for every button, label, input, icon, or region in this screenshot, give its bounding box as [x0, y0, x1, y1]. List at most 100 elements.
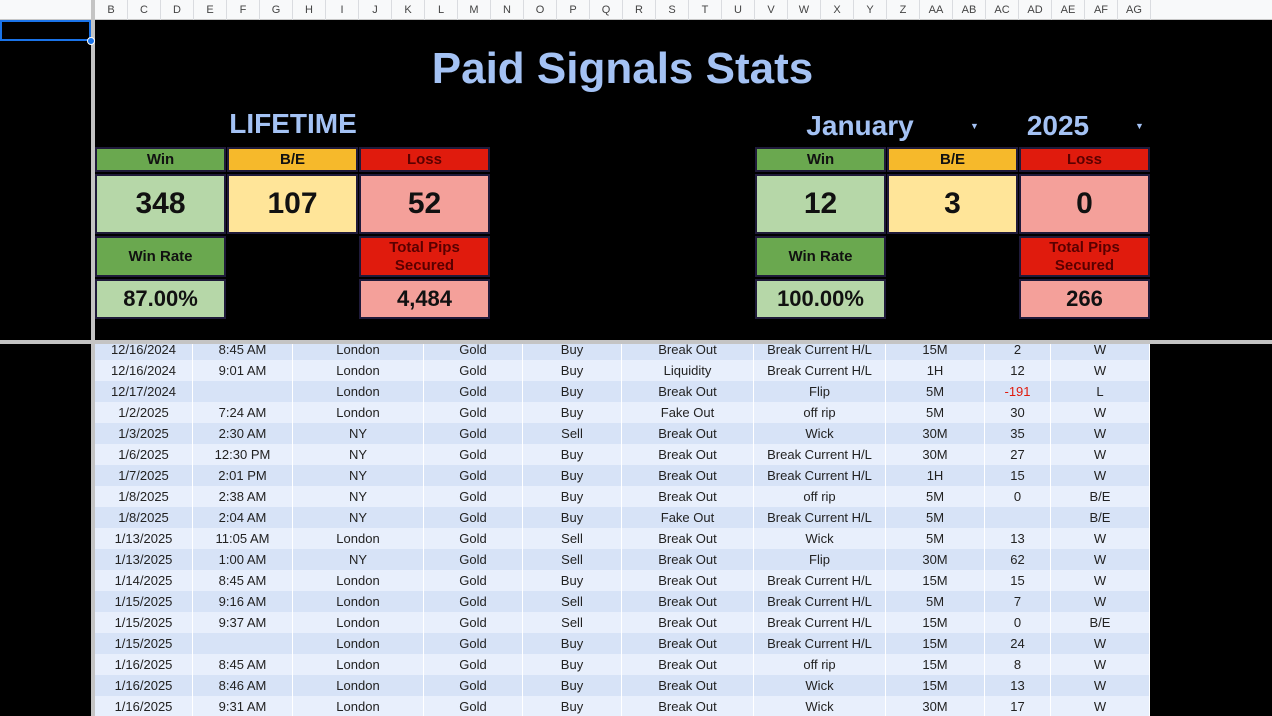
column-header[interactable]: AE — [1052, 0, 1085, 20]
table-cell: 15M — [886, 570, 985, 591]
column-header[interactable]: J — [359, 0, 392, 20]
table-cell: 0 — [985, 612, 1051, 633]
table-row: 1/15/2025 London Gold Buy Break Out Break Cur… — [95, 633, 1150, 654]
column-header[interactable]: AC — [986, 0, 1019, 20]
table-cell: Wick — [754, 423, 886, 444]
table-cell: W — [1051, 528, 1150, 549]
stat-value: 107 — [227, 174, 358, 234]
column-header[interactable]: G — [260, 0, 293, 20]
table-cell: Flip — [754, 381, 886, 402]
column-header[interactable]: Z — [887, 0, 920, 20]
column-header[interactable]: E — [194, 0, 227, 20]
selected-cell[interactable] — [0, 20, 91, 41]
table-cell: Break Out — [622, 591, 754, 612]
table-cell: Break Out — [622, 549, 754, 570]
column-header[interactable]: D — [161, 0, 194, 20]
table-cell: 1/8/2025 — [95, 486, 193, 507]
column-header[interactable]: N — [491, 0, 524, 20]
table-cell: 8 — [985, 654, 1051, 675]
column-header[interactable]: Y — [854, 0, 887, 20]
column-header[interactable]: M — [458, 0, 491, 20]
column-header[interactable]: R — [623, 0, 656, 20]
table-cell: B/E — [1051, 612, 1150, 633]
stat-value: 4,484 — [359, 279, 490, 319]
table-cell: Gold — [424, 344, 523, 360]
table-cell: Gold — [424, 654, 523, 675]
table-cell: London — [293, 654, 424, 675]
table-cell: 1/15/2025 — [95, 633, 193, 654]
table-cell: 5M — [886, 402, 985, 423]
column-header[interactable]: S — [656, 0, 689, 20]
column-header[interactable]: P — [557, 0, 590, 20]
table-cell: Break Out — [622, 381, 754, 402]
stat-header: Total Pips Secured — [1019, 236, 1150, 277]
table-cell: Break Out — [622, 675, 754, 696]
table-cell: 1/8/2025 — [95, 507, 193, 528]
table-cell: Gold — [424, 633, 523, 654]
table-row: 1/15/2025 9:37 AM London Gold Sell Break Out B… — [95, 612, 1150, 633]
column-header[interactable]: W — [788, 0, 821, 20]
table-row: 1/13/2025 1:00 AM NY Gold Sell Break Out Flip 3… — [95, 549, 1150, 570]
table-cell: London — [293, 528, 424, 549]
column-header[interactable]: AB — [953, 0, 986, 20]
column-header[interactable]: H — [293, 0, 326, 20]
column-header[interactable]: B — [95, 0, 128, 20]
column-header[interactable]: Q — [590, 0, 623, 20]
stat-header: B/E — [227, 147, 358, 172]
column-header[interactable]: O — [524, 0, 557, 20]
table-cell: Buy — [523, 654, 622, 675]
column-header[interactable]: AF — [1085, 0, 1118, 20]
table-cell: NY — [293, 465, 424, 486]
table-cell: Sell — [523, 549, 622, 570]
table-cell: Buy — [523, 465, 622, 486]
table-cell: London — [293, 696, 424, 716]
table-cell: W — [1051, 344, 1150, 360]
column-header[interactable]: I — [326, 0, 359, 20]
table-cell: W — [1051, 465, 1150, 486]
column-header[interactable]: L — [425, 0, 458, 20]
table-cell: 2:30 AM — [193, 423, 293, 444]
table-cell: 15M — [886, 633, 985, 654]
table-cell: 5M — [886, 507, 985, 528]
table-cell: 12:30 PM — [193, 444, 293, 465]
column-header[interactable]: AA — [920, 0, 953, 20]
dropdown-arrow[interactable]: ▼ — [970, 121, 979, 131]
month-dropdown[interactable]: January — [806, 110, 914, 141]
table-cell: 7:24 AM — [193, 402, 293, 423]
table-cell: Break Out — [622, 344, 754, 360]
table-cell: -191 — [985, 381, 1051, 402]
table-cell — [985, 507, 1051, 528]
table-cell: Break Out — [622, 486, 754, 507]
year-dropdown[interactable]: 2025 — [1026, 110, 1090, 141]
table-cell: 2 — [985, 344, 1051, 360]
table-cell: Buy — [523, 344, 622, 360]
column-header[interactable]: T — [689, 0, 722, 20]
table-cell: 9:16 AM — [193, 591, 293, 612]
table-cell: Sell — [523, 612, 622, 633]
table-cell: 8:45 AM — [193, 570, 293, 591]
table-cell: Gold — [424, 465, 523, 486]
dropdown-arrow[interactable]: ▼ — [1135, 121, 1144, 131]
table-cell: Sell — [523, 528, 622, 549]
column-header[interactable]: AD — [1019, 0, 1052, 20]
column-header[interactable]: K — [392, 0, 425, 20]
table-cell: Break Current H/L — [754, 591, 886, 612]
table-cell: 13 — [985, 528, 1051, 549]
table-cell: 62 — [985, 549, 1051, 570]
table-row: 12/16/2024 8:45 AM London Gold Buy Break Out B… — [95, 344, 1150, 360]
table-cell: Wick — [754, 675, 886, 696]
signals-table: 12/16/2024 8:45 AM London Gold Buy Break Out B… — [95, 344, 1150, 716]
fill-handle[interactable] — [87, 37, 95, 45]
table-cell: Gold — [424, 570, 523, 591]
column-header[interactable]: X — [821, 0, 854, 20]
column-header[interactable]: AG — [1118, 0, 1151, 20]
stat-header: Total Pips Secured — [359, 236, 490, 277]
column-header[interactable]: U — [722, 0, 755, 20]
table-cell: 1/15/2025 — [95, 612, 193, 633]
table-cell: Sell — [523, 591, 622, 612]
column-header[interactable]: V — [755, 0, 788, 20]
table-cell: 30M — [886, 696, 985, 716]
table-cell: W — [1051, 423, 1150, 444]
column-header[interactable]: F — [227, 0, 260, 20]
column-header[interactable]: C — [128, 0, 161, 20]
